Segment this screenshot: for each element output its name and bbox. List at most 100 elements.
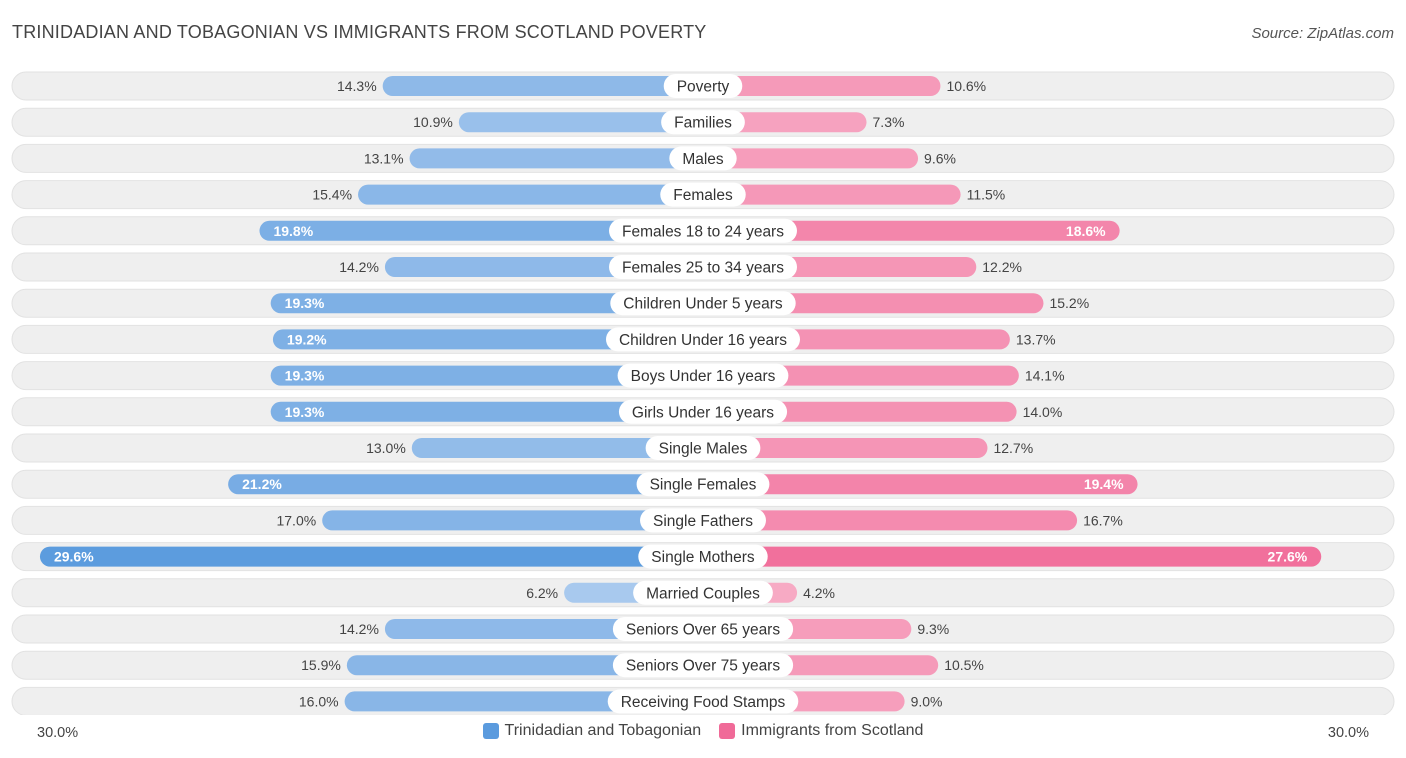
category-pill-married-couples (633, 580, 773, 605)
category-pill-males (669, 146, 737, 171)
bar-scotland-single-females (703, 474, 1138, 495)
value-label-scotland: 12.7% (993, 440, 1033, 456)
value-label-trinidadian: 14.2% (339, 621, 379, 637)
value-label-scotland: 10.5% (944, 657, 984, 673)
category-pill-single-fathers (640, 508, 766, 533)
value-label-trinidadian: 10.9% (413, 114, 453, 130)
legend-swatch-scotland (719, 723, 736, 739)
category-label-poverty: Poverty (677, 79, 730, 96)
category-label-single-males: Single Males (659, 441, 748, 458)
category-pill-seniors-over-65-years (612, 617, 794, 641)
bar-scotland-single-mothers (703, 546, 1322, 567)
value-label-scotland: 19.4% (1084, 476, 1124, 492)
bar-scotland-families (703, 112, 867, 133)
value-label-trinidadian: 21.2% (242, 476, 282, 492)
category-label-seniors-over-65-years: Seniors Over 65 years (626, 622, 780, 639)
legend-item-scotland: Immigrants from Scotland (719, 722, 923, 740)
value-label-scotland: 13.7% (1016, 331, 1056, 347)
category-label-single-mothers: Single Mothers (651, 549, 755, 566)
value-label-scotland: 10.6% (946, 78, 986, 94)
value-label-trinidadian: 19.3% (285, 404, 325, 420)
value-label-trinidadian: 14.2% (339, 259, 379, 275)
value-label-trinidadian: 13.1% (364, 150, 404, 166)
value-label-trinidadian: 29.6% (54, 549, 94, 565)
bar-trinidadian-seniors-over-75-years (346, 655, 703, 676)
category-label-females: Females (673, 187, 733, 204)
bar-trinidadian-single-females (228, 474, 703, 495)
bar-trinidadian-boys-under-16-years (270, 365, 703, 386)
value-label-scotland: 27.6% (1268, 549, 1308, 565)
value-label-scotland: 16.7% (1083, 512, 1123, 528)
category-pill-poverty (663, 74, 743, 98)
diverging-bar-chart: 14.3% 10.6% Poverty 10.9% 7.3% Families 13.1% 9… (11, 71, 1395, 715)
category-pill-families (661, 110, 745, 135)
legend-label-scotland: Immigrants from Scotland (741, 722, 924, 739)
category-pill-children-under-5-years (610, 291, 796, 316)
category-label-receiving-food-stamps: Receiving Food Stamps (621, 694, 786, 711)
value-label-trinidadian: 19.2% (287, 331, 327, 347)
value-label-scotland: 7.3% (873, 114, 905, 130)
legend-swatch-trinidadian (482, 723, 499, 739)
category-pill-single-females (636, 472, 770, 497)
bar-trinidadian-single-males (411, 438, 703, 458)
category-label-children-under-16-years: Children Under 16 years (619, 332, 787, 349)
bar-trinidadian-females (358, 184, 703, 205)
value-label-trinidadian: 15.9% (301, 657, 341, 673)
category-label-males: Males (682, 151, 724, 168)
category-label-children-under-5-years: Children Under 5 years (623, 296, 783, 313)
category-label-families: Families (674, 115, 732, 132)
category-pill-females-18-to-24-years (609, 218, 797, 243)
bar-scotland-females (703, 184, 961, 205)
value-label-trinidadian: 17.0% (276, 512, 316, 528)
legend-label-trinidadian: Trinidadian and Tobagonian (504, 722, 702, 739)
axis-min-label: 30.0% (37, 725, 79, 741)
bar-scotland-males (703, 148, 919, 169)
bar-trinidadian-children-under-5-years (270, 293, 703, 314)
category-label-boys-under-16-years: Boys Under 16 years (631, 368, 776, 385)
bar-trinidadian-single-fathers (322, 510, 703, 531)
value-label-scotland: 11.5% (967, 187, 1006, 203)
value-label-trinidadian: 6.2% (526, 585, 558, 601)
value-label-trinidadian: 19.3% (285, 295, 325, 311)
bar-trinidadian-poverty (382, 76, 703, 96)
value-label-trinidadian: 19.8% (273, 223, 313, 239)
category-label-females-25-to-34-years: Females 25 to 34 years (622, 260, 784, 277)
bar-scotland-females-18-to-24-years (703, 220, 1120, 241)
category-pill-receiving-food-stamps (607, 689, 799, 714)
source-note: Source: ZipAtlas.com (1251, 25, 1394, 42)
legend: Trinidadian and Tobagonian Immigrants fr… (0, 722, 1406, 740)
category-pill-boys-under-16-years (617, 363, 789, 388)
value-label-scotland: 9.0% (911, 693, 943, 709)
category-label-single-fathers: Single Fathers (653, 513, 753, 530)
category-label-single-females: Single Females (650, 477, 757, 494)
value-label-scotland: 4.2% (803, 585, 835, 601)
value-label-scotland: 14.1% (1025, 368, 1065, 384)
bar-trinidadian-males (409, 148, 703, 169)
value-label-trinidadian: 16.0% (299, 693, 339, 709)
category-label-seniors-over-75-years: Seniors Over 75 years (626, 658, 780, 675)
bar-trinidadian-single-mothers (39, 546, 703, 567)
chart-title: TRINIDADIAN AND TOBAGONIAN VS IMMIGRANTS… (12, 22, 707, 42)
bar-trinidadian-girls-under-16-years (270, 401, 703, 422)
bar-trinidadian-females-18-to-24-years (259, 220, 703, 241)
category-pill-seniors-over-75-years (612, 653, 794, 678)
value-label-scotland: 15.2% (1049, 295, 1089, 311)
bar-trinidadian-children-under-16-years (272, 329, 703, 350)
value-label-trinidadian: 13.0% (366, 440, 406, 456)
bar-scotland-single-fathers (703, 510, 1078, 531)
bar-trinidadian-families (458, 112, 703, 133)
category-label-married-couples: Married Couples (646, 585, 760, 602)
bar-scotland-poverty (703, 76, 941, 96)
axis-max-label: 30.0% (1327, 725, 1369, 741)
category-label-females-18-to-24-years: Females 18 to 24 years (622, 223, 784, 240)
category-pill-children-under-16-years (605, 327, 801, 352)
value-label-scotland: 12.2% (982, 259, 1022, 275)
value-label-scotland: 9.6% (924, 150, 956, 166)
value-label-scotland: 18.6% (1066, 223, 1106, 239)
category-pill-females (660, 182, 746, 207)
value-label-trinidadian: 15.4% (312, 187, 352, 203)
bar-scotland-single-males (703, 438, 988, 458)
category-pill-single-males (645, 436, 761, 460)
category-pill-girls-under-16-years (618, 399, 788, 424)
value-label-trinidadian: 19.3% (285, 368, 325, 384)
